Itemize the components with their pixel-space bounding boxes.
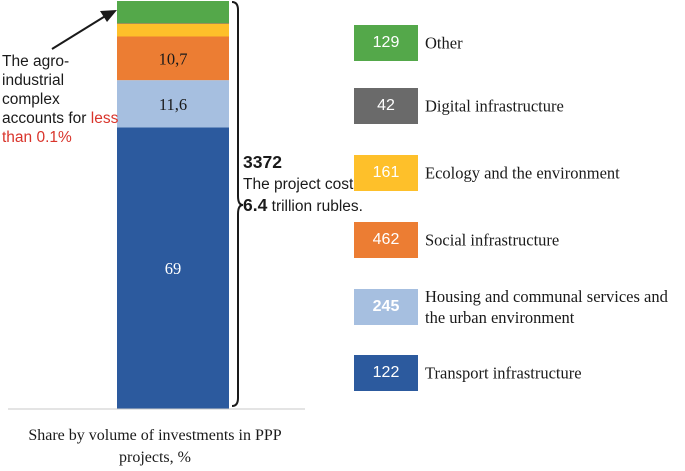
bar-segment <box>117 1 229 24</box>
total-project-count: 3372 <box>243 152 282 172</box>
legend-swatch-count: 161 <box>354 155 418 191</box>
legend-label: Digital infrastructure <box>425 96 564 116</box>
annotation-arrow-line <box>51 14 108 50</box>
legend-label: Social infrastructure <box>425 230 560 250</box>
agro-annotation: The agro-industrial complex accounts for… <box>2 52 122 147</box>
legend-label: Housing and communal services and the ur… <box>425 287 668 327</box>
annotation-arrow-head <box>100 10 117 22</box>
bar-segment-label: 69 <box>165 259 182 278</box>
bar-segment <box>117 127 229 409</box>
total-brace <box>231 1 244 407</box>
bar-segment-label: 10,7 <box>159 49 188 68</box>
x-axis-label: Share by volume of investments in PPP pr… <box>28 427 282 466</box>
legend-label: Other <box>425 33 463 53</box>
bar-segment <box>117 23 229 37</box>
total-cost-suffix: trillion rubles. <box>267 198 363 215</box>
legend-label: Transport infrastructure <box>425 363 582 383</box>
bar-segment-label: 11,6 <box>159 95 187 114</box>
total-projects-block: 3372 The project cost 6.4 trillion ruble… <box>243 152 368 217</box>
legend-swatch-count: 129 <box>354 25 418 61</box>
legend-swatch-count: 462 <box>354 222 418 258</box>
legend-swatch-count: 245 <box>354 289 418 325</box>
legend-label: Ecology and the environment <box>425 163 620 183</box>
total-cost-prefix: The project cost <box>243 176 354 193</box>
bar-segment <box>117 36 229 81</box>
bar-segment <box>117 80 229 128</box>
total-cost-amount: 6.4 <box>243 195 268 215</box>
annotation-highlight: less than 0.1% <box>2 110 119 146</box>
bar-segment <box>117 23 229 24</box>
annotation-text: The agro-industrial complex accounts for <box>2 53 91 127</box>
stacked-bar: 69 11,6 10,7 <box>117 1 229 409</box>
legend-swatch-count: 122 <box>354 355 418 391</box>
legend-swatch-count: 42 <box>354 88 418 124</box>
